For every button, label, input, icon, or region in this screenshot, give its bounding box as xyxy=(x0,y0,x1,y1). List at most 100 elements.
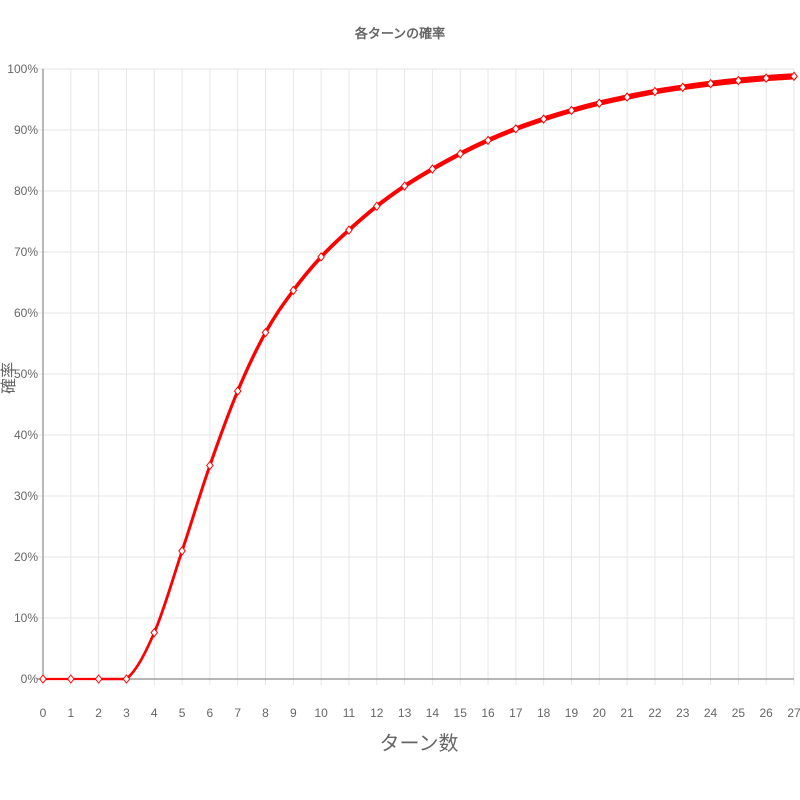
x-tick-label: 16 xyxy=(481,706,495,720)
y-tick-label: 90% xyxy=(14,123,38,137)
series-line-segment xyxy=(457,138,491,157)
series-line-segment xyxy=(236,330,268,393)
data-point[interactable] xyxy=(261,327,270,338)
series-line-segment xyxy=(485,126,519,143)
data-point[interactable] xyxy=(512,123,520,134)
series-line-segment xyxy=(568,100,602,114)
series-line-segment xyxy=(679,80,714,91)
series-line-segment xyxy=(513,116,547,132)
data-point[interactable] xyxy=(790,71,798,82)
data-point[interactable] xyxy=(122,674,131,684)
x-tick-label: 9 xyxy=(290,706,297,720)
y-tick-label: 50% xyxy=(14,367,38,381)
x-tick-label: 11 xyxy=(343,706,356,720)
y-tick-label: 30% xyxy=(14,489,38,503)
series-line-segment xyxy=(180,464,212,553)
data-point[interactable] xyxy=(289,285,298,296)
series-line-segment xyxy=(263,288,296,335)
data-point[interactable] xyxy=(400,181,409,191)
data-point[interactable] xyxy=(706,78,715,89)
series-line-segment xyxy=(541,107,574,122)
series-line-segment xyxy=(347,204,379,232)
data-point[interactable] xyxy=(734,75,743,86)
data-point[interactable] xyxy=(484,135,492,146)
y-tick-label: 0% xyxy=(21,672,39,686)
x-tick-label: 5 xyxy=(179,706,186,720)
y-tick-label: 60% xyxy=(14,306,38,320)
data-point[interactable] xyxy=(178,546,186,556)
series-line-segment xyxy=(152,549,184,635)
data-point[interactable] xyxy=(539,114,548,124)
data-point[interactable] xyxy=(39,674,47,684)
x-tick-label: 8 xyxy=(262,706,269,720)
x-axis-title: ターン数 xyxy=(380,732,459,755)
x-tick-label: 12 xyxy=(370,706,384,720)
data-point[interactable] xyxy=(94,674,103,684)
x-tick-label: 3 xyxy=(123,706,130,720)
x-tick-label: 14 xyxy=(426,706,440,720)
y-tick-label: 20% xyxy=(14,550,38,564)
data-point[interactable] xyxy=(206,460,214,471)
data-point[interactable] xyxy=(595,98,604,108)
x-tick-label: 2 xyxy=(95,706,102,720)
x-tick-label: 25 xyxy=(732,706,746,720)
data-point[interactable] xyxy=(66,674,75,684)
data-point[interactable] xyxy=(567,105,576,116)
x-tick-label: 23 xyxy=(676,706,690,720)
series-line-segment xyxy=(402,166,435,189)
data-point[interactable] xyxy=(317,252,325,262)
x-tick-label: 7 xyxy=(234,706,241,720)
x-tick-label: 26 xyxy=(760,706,774,720)
series-line-segment xyxy=(763,73,798,82)
data-point[interactable] xyxy=(651,86,659,97)
data-point[interactable] xyxy=(345,225,353,235)
x-tick-label: 1 xyxy=(67,706,74,720)
series-line-segment xyxy=(208,389,240,468)
x-tick-label: 21 xyxy=(620,706,634,720)
y-axis-title: 確率 xyxy=(0,362,18,394)
y-tick-label: 70% xyxy=(14,245,38,259)
x-tick-label: 6 xyxy=(207,706,214,720)
series-line-segment xyxy=(596,94,630,106)
data-point[interactable] xyxy=(233,386,242,396)
x-tick-label: 24 xyxy=(704,706,718,720)
chart-title: 各ターンの確率 xyxy=(354,26,445,41)
series-line-segment xyxy=(430,151,463,172)
data-point[interactable] xyxy=(372,201,381,212)
data-point[interactable] xyxy=(762,73,771,83)
series-line-segment xyxy=(735,75,770,84)
x-tick-label: 15 xyxy=(454,706,468,720)
x-tick-label: 13 xyxy=(398,706,412,720)
x-tick-label: 27 xyxy=(787,706,800,720)
series-line-segment xyxy=(125,631,156,681)
series-line-segment xyxy=(624,88,658,100)
y-tick-label: 80% xyxy=(14,184,38,198)
grid xyxy=(37,68,795,685)
series-line-segment xyxy=(652,84,686,95)
series-line-segment xyxy=(374,184,407,209)
x-tick-label: 17 xyxy=(509,706,523,720)
x-tick-label: 22 xyxy=(648,706,662,720)
data-point[interactable] xyxy=(678,82,687,93)
data-point[interactable] xyxy=(428,164,437,174)
x-tick-label: 4 xyxy=(151,706,158,720)
series-line-segment xyxy=(707,77,742,87)
y-tick-label: 10% xyxy=(14,611,38,625)
series xyxy=(41,73,798,681)
y-tick-label: 40% xyxy=(14,428,38,442)
markers xyxy=(39,71,798,684)
data-point[interactable] xyxy=(623,92,631,102)
series-line-segment xyxy=(319,228,351,259)
x-tick-label: 19 xyxy=(565,706,579,720)
data-point[interactable] xyxy=(150,627,159,638)
axes: 0 1 2 3 4 5 6 7 8 9 10 11 12 13 14 15 16 17 18 19 20 21 22 23 24… xyxy=(7,62,800,720)
x-tick-label: 10 xyxy=(314,706,328,720)
x-tick-label: 18 xyxy=(537,706,551,720)
data-point[interactable] xyxy=(456,148,465,159)
x-tick-label: 20 xyxy=(593,706,607,720)
series-line-segment xyxy=(291,255,323,293)
y-tick-label: 100% xyxy=(7,62,38,76)
x-tick-label: 0 xyxy=(40,706,47,720)
